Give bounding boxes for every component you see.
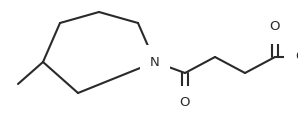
Text: OH: OH <box>295 51 298 63</box>
Text: O: O <box>270 20 280 34</box>
Text: N: N <box>150 55 160 69</box>
Text: O: O <box>180 96 190 110</box>
